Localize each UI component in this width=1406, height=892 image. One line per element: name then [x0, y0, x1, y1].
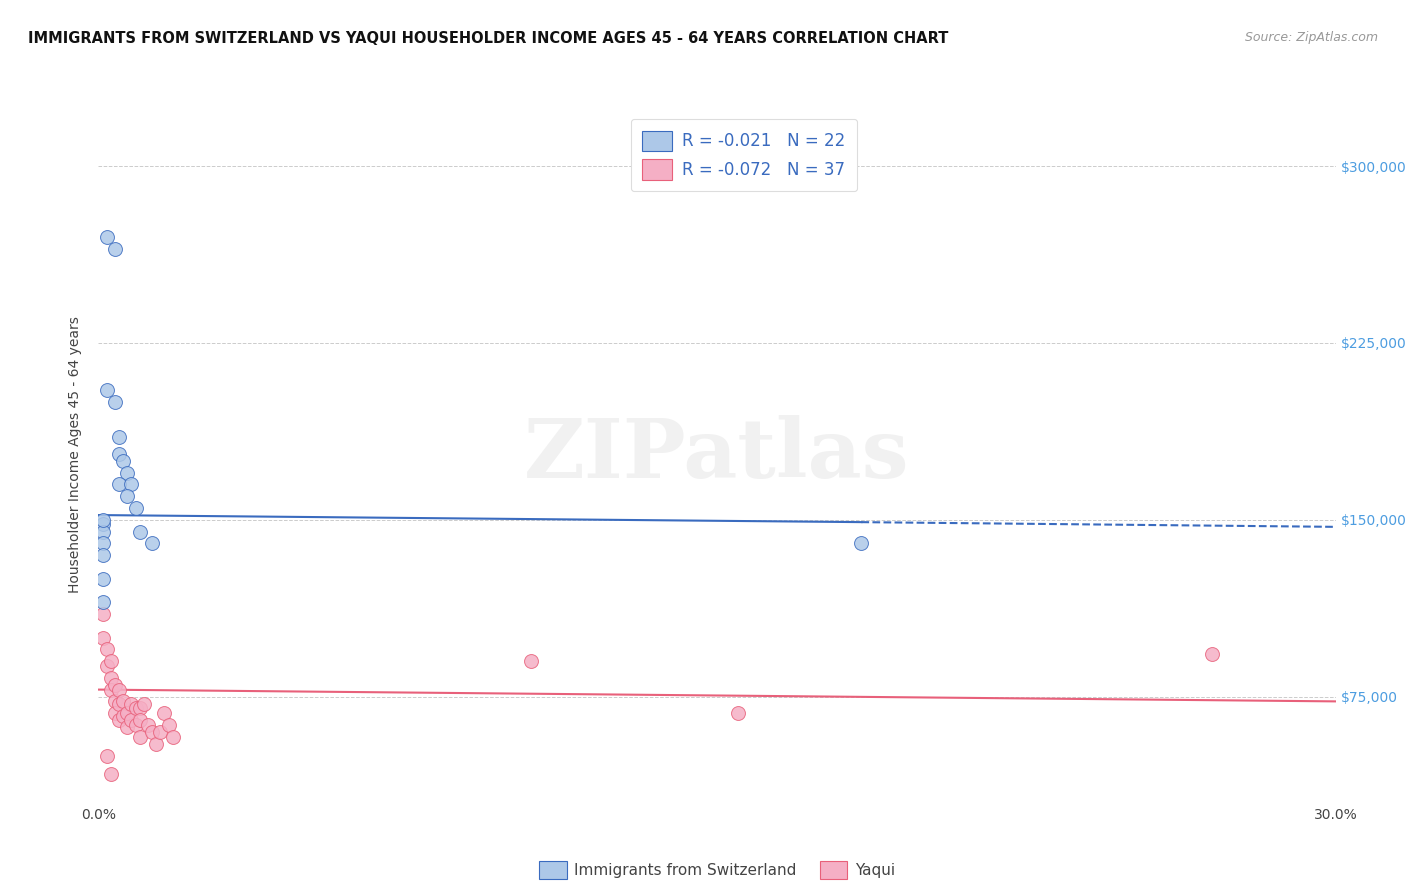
- Point: [727, 706, 749, 721]
- Point: [128, 524, 150, 539]
- Point: [91, 536, 114, 550]
- Point: [128, 730, 150, 744]
- Point: [128, 713, 150, 727]
- Point: [96, 642, 118, 657]
- Point: [112, 454, 135, 468]
- Point: [91, 607, 114, 621]
- Point: [100, 671, 122, 685]
- Y-axis label: Householder Income Ages 45 - 64 years: Householder Income Ages 45 - 64 years: [69, 317, 83, 593]
- Text: Source: ZipAtlas.com: Source: ZipAtlas.com: [1244, 31, 1378, 45]
- Point: [96, 229, 118, 244]
- Point: [120, 713, 142, 727]
- Point: [117, 706, 139, 721]
- Point: [91, 513, 114, 527]
- Point: [108, 477, 131, 491]
- Legend: Immigrants from Switzerland, Yaqui: Immigrants from Switzerland, Yaqui: [533, 855, 901, 886]
- Point: [117, 489, 139, 503]
- Point: [851, 536, 873, 550]
- Point: [1201, 647, 1223, 661]
- Point: [136, 718, 159, 732]
- Point: [112, 694, 135, 708]
- Point: [153, 706, 176, 721]
- Point: [100, 654, 122, 668]
- Point: [128, 701, 150, 715]
- Point: [120, 697, 142, 711]
- Point: [91, 524, 114, 539]
- Point: [91, 517, 114, 532]
- Point: [108, 713, 131, 727]
- Point: [108, 697, 131, 711]
- Point: [91, 572, 114, 586]
- Point: [108, 430, 131, 444]
- Point: [104, 395, 127, 409]
- Point: [91, 631, 114, 645]
- Point: [162, 730, 184, 744]
- Point: [104, 694, 127, 708]
- Point: [100, 682, 122, 697]
- Point: [117, 466, 139, 480]
- Point: [145, 737, 167, 751]
- Point: [104, 706, 127, 721]
- Point: [149, 725, 172, 739]
- Point: [117, 720, 139, 734]
- Point: [96, 659, 118, 673]
- Point: [141, 725, 163, 739]
- Point: [132, 697, 155, 711]
- Point: [157, 718, 180, 732]
- Point: [124, 718, 146, 732]
- Point: [112, 708, 135, 723]
- Point: [108, 447, 131, 461]
- Point: [91, 595, 114, 609]
- Point: [124, 500, 146, 515]
- Point: [96, 748, 118, 763]
- Point: [120, 477, 142, 491]
- Point: [141, 536, 163, 550]
- Point: [91, 548, 114, 562]
- Point: [100, 767, 122, 781]
- Point: [96, 383, 118, 397]
- Point: [520, 654, 543, 668]
- Point: [108, 682, 131, 697]
- Text: ZIPatlas: ZIPatlas: [524, 415, 910, 495]
- Point: [104, 242, 127, 256]
- Text: IMMIGRANTS FROM SWITZERLAND VS YAQUI HOUSEHOLDER INCOME AGES 45 - 64 YEARS CORRE: IMMIGRANTS FROM SWITZERLAND VS YAQUI HOU…: [28, 31, 949, 46]
- Point: [104, 678, 127, 692]
- Point: [124, 701, 146, 715]
